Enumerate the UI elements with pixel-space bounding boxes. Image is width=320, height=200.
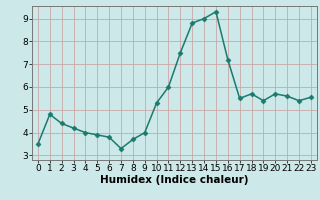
X-axis label: Humidex (Indice chaleur): Humidex (Indice chaleur) xyxy=(100,175,249,185)
